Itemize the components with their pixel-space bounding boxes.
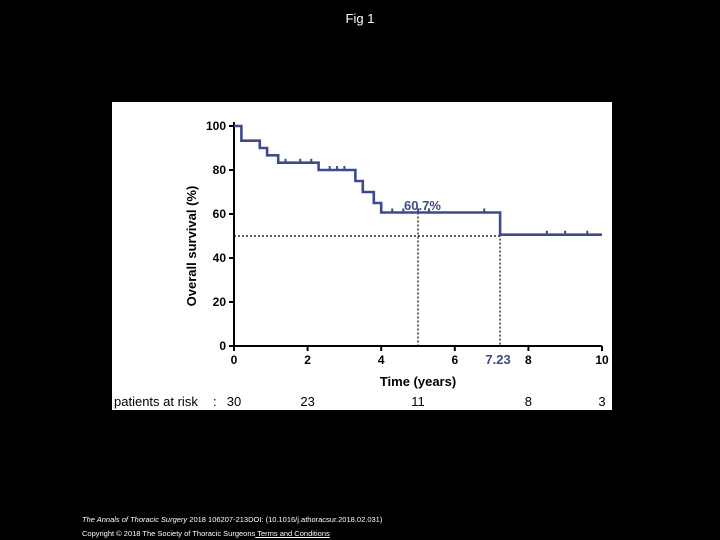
at-risk-count: 8 xyxy=(525,394,532,409)
km-chart: 0 20 40 60 80 100 0 2 4 6 8 10 Time (years) Overall … xyxy=(114,119,609,409)
median-annotation: 7.23 xyxy=(485,352,510,367)
at-risk-count: 3 xyxy=(598,394,605,409)
figure-title: Fig 1 xyxy=(345,11,375,26)
copyright-line: Copyright © 2018 The Society of Thoracic… xyxy=(82,529,330,538)
x-tick-label: 2 xyxy=(304,353,311,367)
at-risk-separator: : xyxy=(213,394,217,409)
citation-line: The Annals of Thoracic Surgery 2018 1062… xyxy=(82,515,382,524)
journal-name: The Annals of Thoracic Surgery xyxy=(82,515,188,524)
axes-group: 0 20 40 60 80 100 0 2 4 6 8 10 xyxy=(206,119,609,367)
at-risk-count: 11 xyxy=(411,394,425,409)
y-tick-label: 60 xyxy=(213,207,227,221)
copyright-text: Copyright © 2018 The Society of Thoracic… xyxy=(82,529,256,538)
survival-annotation: 60.7% xyxy=(404,198,441,213)
y-tick-label: 100 xyxy=(206,119,226,133)
x-axis-label: Time (years) xyxy=(380,374,456,389)
censor-marks-group xyxy=(284,158,589,235)
citation-details: 2018 106207-213DOI: (10.1016/j.athoracsu… xyxy=(187,515,383,524)
chart-text-group: Time (years) Overall survival (%) 60.7% 7.2… xyxy=(114,186,606,409)
x-tick-label: 8 xyxy=(525,353,532,367)
at-risk-label: patients at risk xyxy=(114,394,198,409)
at-risk-count: 23 xyxy=(300,394,314,409)
reference-lines-group xyxy=(234,212,501,346)
x-tick-label: 6 xyxy=(451,353,458,367)
x-tick-label: 4 xyxy=(378,353,385,367)
y-axis-label: Overall survival (%) xyxy=(184,186,199,307)
y-tick-label: 80 xyxy=(213,163,227,177)
figure-panel: 0 20 40 60 80 100 0 2 4 6 8 10 Time (years) Overall … xyxy=(112,102,612,410)
x-tick-label: 0 xyxy=(231,353,238,367)
x-tick-label: 10 xyxy=(595,353,609,367)
at-risk-count: 30 xyxy=(227,394,241,409)
y-tick-label: 20 xyxy=(213,295,227,309)
y-tick-label: 0 xyxy=(219,339,226,353)
y-tick-label: 40 xyxy=(213,251,227,265)
terms-link[interactable]: Terms and Conditions xyxy=(255,529,330,538)
